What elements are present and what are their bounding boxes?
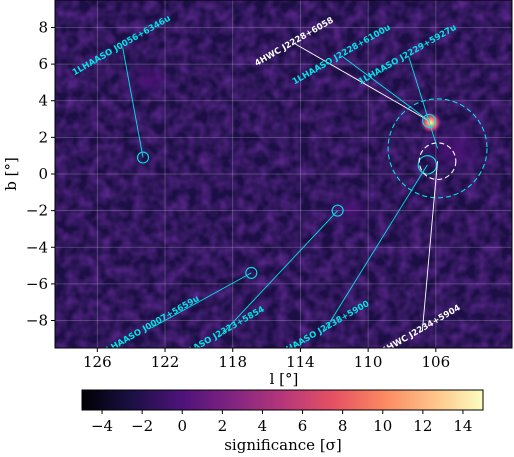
colorbar-tick-label: 12 [413, 417, 432, 435]
hotspot [419, 111, 442, 134]
y-tick-label: 0 [38, 165, 48, 183]
x-tick-label: 106 [422, 353, 451, 371]
source-leader-line [342, 56, 430, 122]
colorbar-tick-label: −2 [131, 417, 153, 435]
source-circle [422, 113, 437, 128]
y-tick-label: 8 [38, 18, 48, 36]
colorbar-ticks: −4 −2 0 2 4 6 8 10 12 14 [91, 410, 472, 435]
colorbar-tick-label: 8 [338, 417, 348, 435]
y-axis: 8 6 4 2 0 −2 −4 −6 −8 [26, 18, 55, 330]
plot-area: 1LHAASO J0056+6346u 4HWC J2228+60581LHAAS… [54, 0, 513, 349]
colorbar-tick-label: 0 [177, 417, 187, 435]
y-tick-label: 4 [38, 92, 48, 110]
x-axis: 126 122 118 114 110 106 [83, 348, 450, 371]
colorbar-tick-label: 14 [453, 417, 472, 435]
source-leader-line [151, 272, 252, 329]
source-leader-line [218, 210, 338, 338]
y-axis-label: b [°] [2, 157, 20, 191]
x-tick-label: 126 [83, 353, 112, 371]
colorbar-tick-label: 10 [373, 417, 392, 435]
colorbar: −4 −2 0 2 4 6 8 10 12 14 significance [σ] [81, 389, 484, 454]
colorbar-tick-label: 6 [298, 417, 308, 435]
source-circle [331, 204, 344, 217]
y-tick-label: 2 [38, 128, 48, 146]
map-blobs [122, 60, 495, 230]
source-circle [417, 155, 438, 175]
source-leader-line [323, 164, 428, 332]
colorbar-tick-label: −4 [91, 417, 113, 435]
source-circle [245, 266, 258, 279]
x-tick-label: 118 [218, 353, 247, 371]
y-tick-label: −2 [26, 202, 48, 220]
y-tick-label: −4 [26, 238, 48, 256]
x-tick-label: 122 [151, 353, 180, 371]
source-leader-line [421, 161, 438, 332]
source-circle [387, 98, 488, 199]
colorbar-tick-label: 2 [218, 417, 228, 435]
source-circle [418, 142, 457, 181]
source-circle [136, 151, 150, 164]
colorbar-tick-label: 4 [258, 417, 268, 435]
colorbar-label: significance [σ] [224, 436, 342, 454]
y-tick-label: −6 [26, 275, 48, 293]
colorbar-gradient [81, 389, 484, 411]
y-tick-label: 6 [38, 55, 48, 73]
x-tick-label: 110 [354, 353, 383, 371]
y-tick-label: −8 [26, 312, 48, 330]
x-tick-label: 114 [286, 353, 315, 371]
source-leader-line [295, 43, 430, 122]
grid [55, 0, 512, 348]
x-axis-label: l [°] [270, 370, 299, 388]
source-leader-line [408, 56, 438, 149]
source-leader-line [122, 47, 144, 158]
